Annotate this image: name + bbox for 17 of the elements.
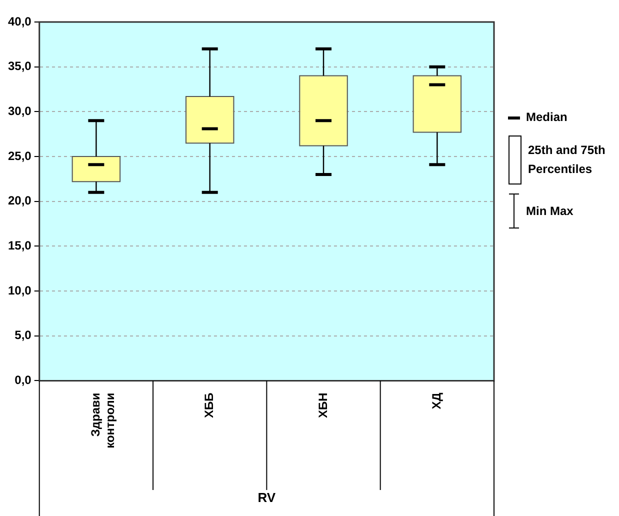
x-axis-title: RV [258, 490, 276, 505]
x-tick-label: ХББ [202, 392, 216, 418]
y-tick-label: 0,0 [14, 373, 32, 388]
y-tick-label: 35,0 [8, 59, 32, 74]
x-tick-label: ХД [429, 392, 444, 410]
y-tick-label: 40,0 [8, 14, 32, 28]
y-tick-label: 5,0 [14, 328, 32, 342]
y-tick-label: 15,0 [8, 238, 32, 253]
y-tick-label: 30,0 [8, 104, 32, 118]
text: 25th and 75th Percentiles [528, 142, 606, 178]
y-tick-label: 25,0 [8, 148, 32, 163]
y-tick-label: 20,0 [8, 194, 32, 208]
text: Min Max [526, 202, 574, 220]
text: Median [526, 109, 568, 126]
x-tick-label: Здрави контроли [88, 392, 117, 448]
y-tick-label: 10,0 [8, 283, 32, 298]
x-tick-label: ХБН [316, 392, 330, 418]
